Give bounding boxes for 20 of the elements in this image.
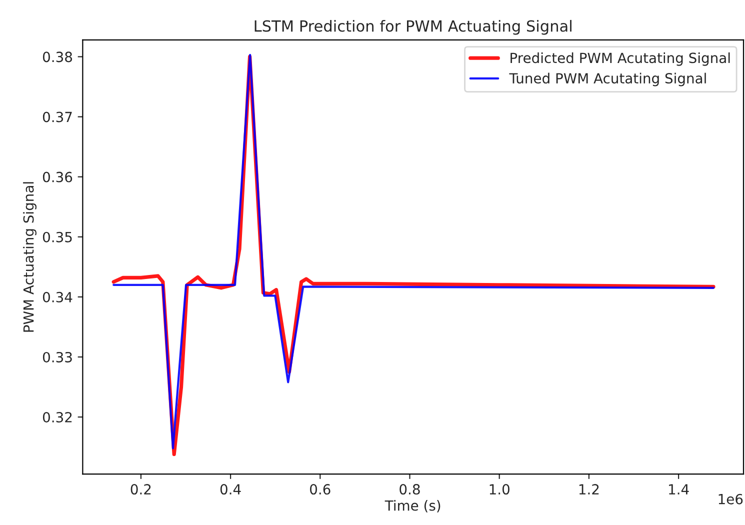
x-tick-label: 0.6 bbox=[310, 484, 330, 495]
y-tick-label: 0.37 bbox=[42, 112, 72, 122]
chart-title: LSTM Prediction for PWM Actuating Signal bbox=[254, 20, 572, 35]
y-tick-label: 0.35 bbox=[42, 232, 72, 242]
x-tick-label: 0.4 bbox=[220, 484, 241, 495]
x-tick-label: 0.2 bbox=[130, 484, 151, 495]
x-tick-label: 1.2 bbox=[579, 484, 599, 494]
x-tick-label: 0.8 bbox=[400, 484, 420, 495]
y-axis-title: PWM Actuating Signal bbox=[23, 182, 36, 332]
y-tick-label: 0.38 bbox=[42, 52, 72, 62]
x-tick-label: 1.4 bbox=[669, 484, 689, 494]
x-axis-title: Time (s) bbox=[384, 500, 440, 512]
legend-label: Predicted PWM Acutating Signal bbox=[510, 52, 730, 66]
x-tick-label: 1.0 bbox=[490, 484, 510, 495]
y-tick-label: 0.34 bbox=[42, 292, 72, 302]
y-tick-label: 0.36 bbox=[42, 172, 72, 182]
y-tick-label: 0.32 bbox=[42, 412, 72, 422]
text: 1e6 bbox=[718, 494, 743, 504]
y-tick-label: 0.33 bbox=[42, 352, 72, 362]
legend-label: Tuned PWM Acutating Signal bbox=[509, 72, 706, 86]
